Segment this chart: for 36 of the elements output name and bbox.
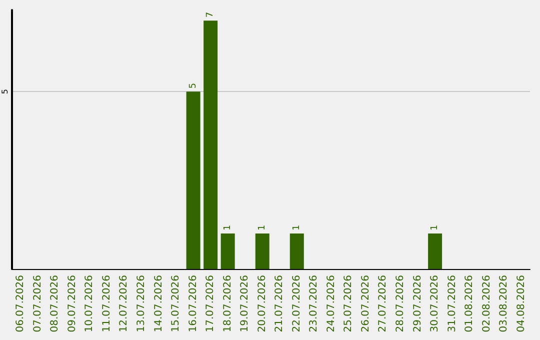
data-label: 7	[206, 12, 216, 18]
x-tick-label: 27.07.2026	[378, 275, 389, 332]
x-tick-label: 10.07.2026	[84, 275, 96, 332]
x-tick-label: 04.08.2026	[516, 275, 527, 332]
x-tick-label: 17.07.2026	[205, 275, 216, 332]
data-label: 5	[188, 82, 198, 89]
x-tick-label: 21.07.2026	[274, 275, 286, 332]
x-tick-label: 23.07.2026	[308, 275, 320, 332]
x-tick-label: 13.07.2026	[136, 275, 147, 332]
x-tick-label: 29.07.2026	[412, 275, 424, 332]
x-tick-label: 20.07.2026	[256, 275, 268, 332]
x-tick-label: 25.07.2026	[343, 275, 354, 332]
x-tick-label: 16.07.2026	[188, 275, 199, 332]
data-label: 1	[222, 224, 233, 231]
data-label: 1	[430, 224, 440, 231]
x-tick-label: 11.07.2026	[101, 275, 112, 332]
data-label: 1	[257, 224, 268, 231]
x-tick-label: 18.07.2026	[222, 275, 234, 332]
data-label: 1	[292, 224, 302, 231]
x-tick-label: 01.08.2026	[464, 275, 476, 332]
x-tick-label: 07.07.2026	[32, 275, 44, 332]
x-tick-label: 30.07.2026	[430, 275, 441, 332]
x-tick-label: 08.07.2026	[50, 275, 61, 332]
x-tick-label: 31.07.2026	[446, 275, 458, 332]
x-tick-label: 09.07.2026	[66, 275, 78, 332]
x-tick-label: 14.07.2026	[153, 275, 164, 332]
x-tick-label: 03.08.2026	[498, 275, 510, 332]
x-tick-label: 02.08.2026	[481, 275, 492, 332]
x-tick-label: 15.07.2026	[170, 275, 182, 332]
x-tick-label: 12.07.2026	[118, 275, 130, 332]
x-tick-label: 19.07.2026	[240, 275, 251, 332]
x-tick-label: 22.07.2026	[291, 275, 302, 332]
x-tick-label: 06.07.2026	[15, 275, 26, 332]
x-tick-label: 26.07.2026	[360, 275, 372, 332]
x-tick-label: 24.07.2026	[326, 275, 337, 332]
x-tick-label: 28.07.2026	[395, 275, 406, 332]
